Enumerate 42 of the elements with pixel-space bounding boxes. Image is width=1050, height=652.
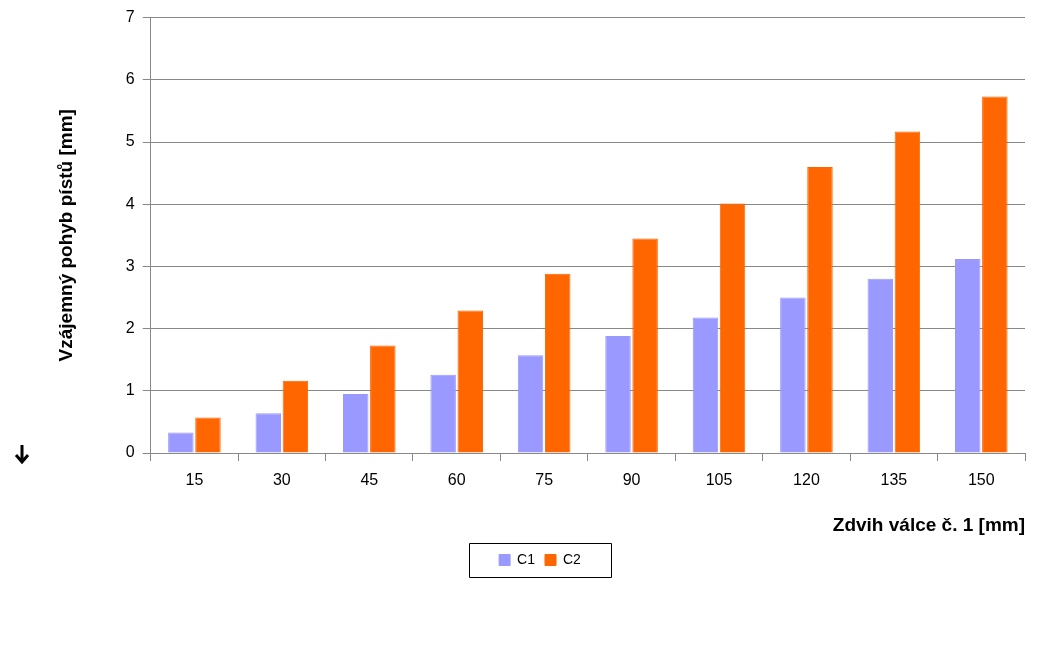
- bar: [982, 96, 1008, 453]
- bar: [282, 380, 309, 453]
- x-tick-label: 135: [880, 471, 908, 489]
- bar: [719, 203, 746, 453]
- bar: [867, 278, 894, 453]
- x-tick-label: 30: [272, 471, 291, 489]
- y-tick-label: 3: [125, 256, 135, 274]
- bar: [457, 310, 483, 453]
- y-tick-label: 7: [125, 8, 135, 26]
- bar: [955, 258, 981, 453]
- bar: [807, 166, 833, 453]
- bar: [894, 131, 921, 453]
- y-tick-label: 5: [125, 132, 135, 150]
- x-tick-label: 90: [622, 471, 641, 489]
- x-tick-label: 15: [185, 471, 204, 489]
- x-axis-title: Zdvih válce č. 1 [mm]: [832, 513, 1025, 535]
- bar: [168, 432, 194, 453]
- bar: [544, 273, 571, 453]
- x-tick-label: 75: [535, 471, 554, 489]
- y-tick-label: 1: [125, 381, 135, 399]
- bar: [430, 374, 456, 453]
- y-tick-label: 6: [125, 70, 135, 88]
- bar: [255, 413, 282, 453]
- x-tick-label: 45: [360, 471, 379, 489]
- legend-label: C2: [563, 550, 582, 567]
- bar: [692, 317, 719, 453]
- x-tick-label: 105: [705, 471, 733, 489]
- y-tick-label: 0: [125, 443, 135, 461]
- bar: [370, 345, 396, 453]
- bar: [195, 417, 221, 453]
- bar: [632, 238, 658, 453]
- y-tick-label: 4: [125, 194, 135, 212]
- x-tick-label: 120: [793, 471, 820, 489]
- legend-label: C1: [517, 550, 536, 567]
- y-axis-title: Vzájemný pohyb pístů [mm]: [54, 109, 76, 362]
- x-tick-label: 60: [447, 471, 466, 489]
- y-tick-label: 2: [125, 319, 135, 337]
- x-tick-label: 150: [967, 471, 995, 489]
- bar: [605, 336, 631, 453]
- bar: [780, 297, 806, 453]
- bar: [517, 355, 544, 453]
- bar: [342, 393, 369, 453]
